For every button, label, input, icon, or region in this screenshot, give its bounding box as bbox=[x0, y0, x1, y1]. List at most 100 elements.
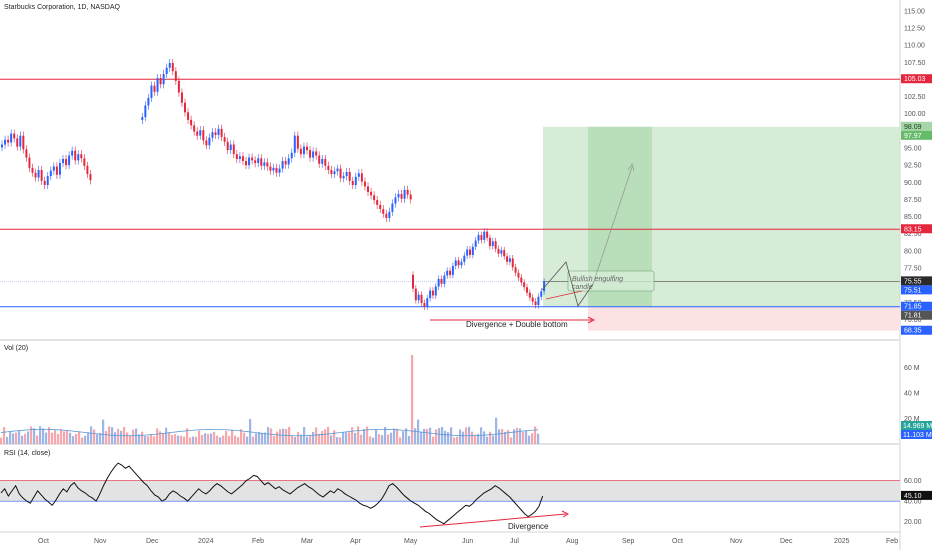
price-tick-label: 115.00 bbox=[904, 8, 925, 15]
price-tag bbox=[901, 285, 932, 295]
candle-body bbox=[360, 173, 363, 182]
volume-bar bbox=[126, 432, 129, 444]
candle-body bbox=[348, 172, 351, 181]
candle-body bbox=[235, 154, 238, 159]
candle-body bbox=[508, 258, 511, 262]
candle-body bbox=[370, 191, 373, 196]
volume-bar bbox=[531, 433, 534, 444]
time-label: Nov bbox=[94, 538, 107, 545]
candle-body bbox=[19, 135, 22, 147]
volume-bar bbox=[423, 428, 426, 444]
volume-bar bbox=[93, 429, 96, 444]
rsi-tag-label: 45.10 bbox=[904, 493, 922, 500]
candle-body bbox=[443, 275, 446, 284]
volume-tag-label: 14.969 M bbox=[903, 423, 932, 430]
price-tag-label: 75.55 bbox=[904, 278, 922, 285]
price-tag-label: 98.09 bbox=[904, 124, 922, 131]
volume-bar bbox=[384, 426, 387, 444]
candle-body bbox=[141, 117, 144, 120]
candle-body bbox=[65, 158, 68, 166]
price-candles bbox=[1, 58, 546, 310]
volume-bar bbox=[192, 436, 195, 444]
candle-body bbox=[379, 204, 382, 210]
time-axis-labels: Oct Nov Dec 2024 Feb Mar Apr May Jun Jul Aug Sep Oct… bbox=[38, 538, 898, 545]
volume-bar bbox=[174, 434, 177, 444]
time-label: May bbox=[404, 538, 418, 545]
volume-bar bbox=[231, 429, 234, 444]
horizontal-levels[interactable] bbox=[0, 78, 900, 308]
rsi-panel-title: RSI (14, close) bbox=[4, 450, 50, 457]
candle-body bbox=[429, 290, 432, 299]
candle-body bbox=[354, 176, 357, 186]
rsi-divergence-arrowhead bbox=[561, 510, 570, 518]
time-label: 2025 bbox=[834, 538, 850, 545]
volume-bar bbox=[366, 426, 369, 444]
candle-body bbox=[449, 270, 452, 275]
candle-body bbox=[534, 301, 537, 306]
candle-body bbox=[275, 167, 278, 173]
candle-body bbox=[437, 278, 440, 287]
volume-bar bbox=[78, 431, 81, 444]
candle-body bbox=[477, 235, 480, 241]
candle-body bbox=[196, 131, 199, 136]
candle-body bbox=[491, 241, 494, 247]
volume-bar bbox=[528, 435, 531, 444]
volume-bar bbox=[336, 437, 339, 444]
volume-bar bbox=[90, 426, 93, 444]
volume-bar bbox=[294, 437, 297, 444]
candle-body bbox=[409, 194, 412, 200]
candle-body bbox=[214, 132, 217, 135]
candle-body bbox=[391, 203, 394, 212]
volume-bar bbox=[414, 428, 417, 444]
candle-body bbox=[226, 141, 229, 151]
annotations[interactable]: Divergence + Double bottom Bullish engul… bbox=[419, 163, 655, 531]
candle-body bbox=[205, 140, 208, 146]
volume-bar bbox=[252, 436, 255, 444]
candle-body bbox=[232, 144, 235, 155]
volume-bar bbox=[27, 431, 30, 444]
candle-body bbox=[55, 166, 58, 175]
candle-body bbox=[248, 157, 251, 166]
volume-bar bbox=[348, 432, 351, 444]
volume-bar bbox=[39, 426, 42, 444]
level-tag-label: 105.03 bbox=[904, 76, 926, 83]
volume-bar bbox=[180, 435, 183, 444]
volume-bar bbox=[117, 428, 120, 444]
volume-bar bbox=[519, 428, 522, 444]
candle-body bbox=[34, 172, 37, 178]
volume-tag bbox=[901, 430, 932, 439]
level-tag-label: 83.15 bbox=[904, 226, 922, 233]
volume-bar bbox=[363, 428, 366, 444]
rsi-tick-label: 60.00 bbox=[904, 478, 922, 485]
volume-bar bbox=[444, 430, 447, 444]
candle-body bbox=[144, 105, 147, 118]
volume-bar bbox=[195, 436, 198, 444]
price-tag-label: 71.81 bbox=[904, 313, 922, 320]
price-tag bbox=[901, 325, 932, 335]
candle-body bbox=[327, 165, 330, 170]
candle-body bbox=[312, 151, 315, 158]
candle-body bbox=[7, 139, 10, 143]
volume-bar bbox=[147, 436, 150, 444]
candle-body bbox=[543, 281, 546, 292]
candle-body bbox=[40, 169, 43, 181]
candle-body bbox=[290, 152, 293, 159]
volume-bar bbox=[462, 431, 465, 444]
price-tag-label: 71.85 bbox=[904, 304, 922, 311]
candle-body bbox=[159, 78, 162, 85]
volume-bar bbox=[396, 428, 399, 444]
volume-bar bbox=[150, 434, 153, 444]
candle-body bbox=[321, 158, 324, 164]
candle-body bbox=[153, 85, 156, 92]
time-label: Jun bbox=[462, 538, 473, 545]
engulfing-note-box bbox=[567, 270, 655, 292]
candle-body bbox=[514, 267, 517, 273]
volume-tick-label: 20 M bbox=[904, 416, 920, 423]
rsi-tick-label: 40.00 bbox=[904, 499, 922, 506]
candle-body bbox=[193, 125, 196, 132]
price-tick-label: 87.50 bbox=[904, 197, 922, 204]
rsi-tag bbox=[901, 490, 932, 500]
candle-body bbox=[287, 158, 290, 165]
volume-bar bbox=[450, 427, 453, 444]
